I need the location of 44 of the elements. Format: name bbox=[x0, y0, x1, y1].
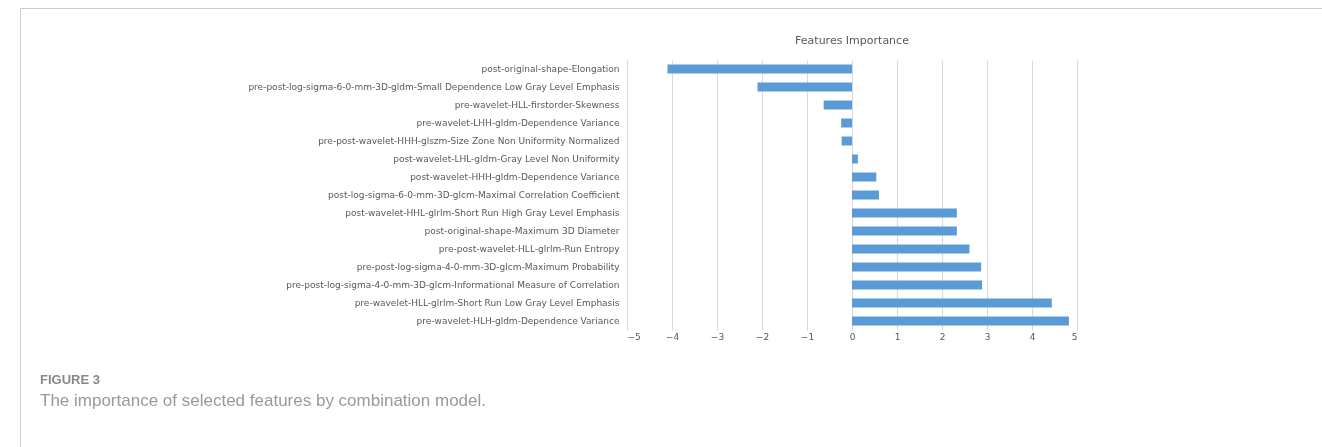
bar bbox=[852, 208, 957, 218]
bar bbox=[852, 226, 957, 236]
bar bbox=[823, 100, 852, 110]
y-tick-label: pre-post-log-sigma-6-0-mm-3D-gldm-Small Dependence Low Gray Level Emphasis bbox=[248, 82, 620, 92]
x-tick-label: 5 bbox=[1071, 331, 1078, 342]
y-tick-label: post-original-shape-Maximum 3D Diameter bbox=[424, 226, 620, 236]
bar bbox=[841, 118, 852, 128]
y-tick-label: post-wavelet-HHL-glrlm-Short Run High Gray Level Emphasis bbox=[345, 208, 620, 218]
y-tick-label: pre-wavelet-HLL-glrlm-Short Run Low Gray Level Emphasis bbox=[354, 298, 620, 308]
y-tick-label: pre-post-log-sigma-4-0-mm-3D-glcm-Informational Measure of Correlation bbox=[286, 280, 620, 290]
y-tick-label: pre-post-wavelet-HHH-glszm-Size Zone Non Uniformity Normalized bbox=[318, 136, 620, 146]
x-tick-label: −2 bbox=[755, 331, 770, 342]
x-tick-label: −3 bbox=[710, 331, 725, 342]
x-tick-label: −4 bbox=[665, 331, 680, 342]
y-tick-label: post-wavelet-HHH-gldm-Dependence Variance bbox=[410, 172, 620, 182]
x-tick-label: −1 bbox=[800, 331, 815, 342]
y-tick-label: pre-post-log-sigma-4-0-mm-3D-glcm-Maximum Probability bbox=[356, 262, 621, 272]
y-tick-label: post-original-shape-Elongation bbox=[481, 64, 620, 74]
x-tick-label: 4 bbox=[1029, 331, 1036, 342]
x-tick-label: 2 bbox=[939, 331, 946, 342]
bar bbox=[757, 82, 852, 92]
x-tick-label: 3 bbox=[984, 331, 991, 342]
y-tick-label: pre-post-wavelet-HLL-glrlm-Run Entropy bbox=[438, 244, 621, 254]
y-tick-label: post-wavelet-LHL-gldm-Gray Level Non Uniformity bbox=[393, 154, 621, 164]
y-tick-label: pre-wavelet-HLH-gldm-Dependence Variance bbox=[416, 316, 620, 326]
bar bbox=[852, 298, 1052, 308]
bar bbox=[852, 154, 858, 164]
bar bbox=[667, 64, 852, 74]
bar bbox=[852, 244, 970, 254]
bar bbox=[852, 316, 1069, 326]
bar bbox=[852, 262, 982, 272]
y-tick-label: pre-wavelet-HLL-firstorder-Skewness bbox=[454, 100, 620, 110]
caption: FIGURE 3 bbox=[40, 372, 101, 387]
x-tick-label: 1 bbox=[894, 331, 901, 342]
bar bbox=[852, 190, 879, 200]
x-tick-label: 0 bbox=[849, 331, 856, 342]
bar bbox=[852, 280, 983, 290]
y-tick-label: post-log-sigma-6-0-mm-3D-glcm-Maximal Correlation Coefficient bbox=[328, 190, 620, 200]
chart-title: Features Importance bbox=[795, 34, 910, 47]
text: The importance of selected features by combination model. bbox=[40, 391, 487, 411]
x-tick-label: −5 bbox=[627, 331, 641, 342]
bar bbox=[841, 136, 852, 146]
y-tick-label: pre-wavelet-LHH-gldm-Dependence Variance bbox=[416, 118, 620, 128]
bar bbox=[852, 172, 877, 182]
